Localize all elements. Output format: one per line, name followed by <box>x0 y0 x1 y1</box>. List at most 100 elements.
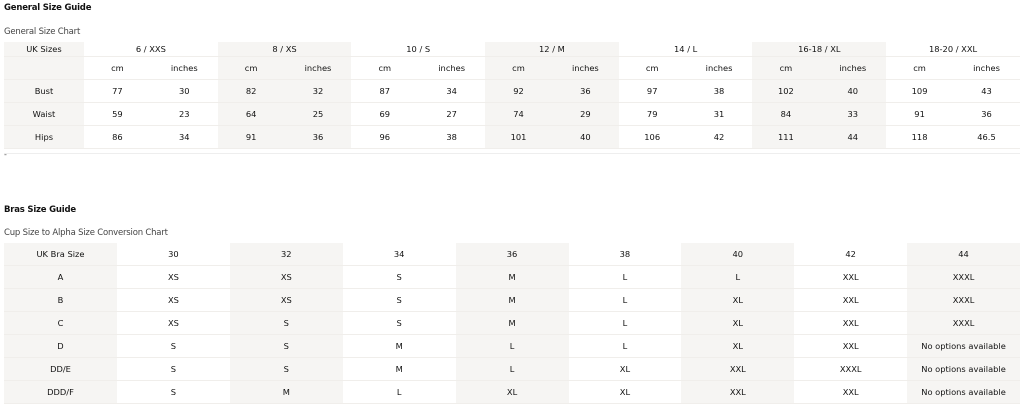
alpha-size-cell: S <box>342 288 456 312</box>
measurement-cell: 36 <box>284 125 352 149</box>
measurement-cell: 32 <box>284 79 352 103</box>
alpha-size-cell: L <box>455 334 569 358</box>
measurement-cell: 29 <box>551 102 619 126</box>
alpha-size-cell: XXXL <box>907 311 1020 335</box>
alpha-size-cell: XXL <box>681 380 795 404</box>
unit-inches: inches <box>150 56 218 80</box>
corner-label: UK Bra Size <box>4 243 117 266</box>
size-header: 14 / L <box>618 42 753 57</box>
alpha-size-cell: XL <box>568 380 682 404</box>
alpha-size-cell: XXXL <box>907 288 1020 312</box>
divider <box>4 153 1020 154</box>
table-row: C XS S S M L XL XXL XXXL <box>4 311 1020 335</box>
alpha-size-cell: XXL <box>681 357 795 381</box>
alpha-size-cell: XL <box>681 334 795 358</box>
label-cell <box>4 56 84 80</box>
measurement-cell: 31 <box>685 102 753 126</box>
unit-cm: cm <box>886 56 953 80</box>
band-size-header: 34 <box>342 243 456 266</box>
general-size-guide-heading: General Size Guide <box>4 3 92 13</box>
unit-inches: inches <box>284 56 352 80</box>
size-header: 16-18 / XL <box>752 42 887 57</box>
row-label: Waist <box>4 102 84 126</box>
alpha-size-cell: XL <box>681 311 795 335</box>
table-row: DDD/F S M L XL XL XXL XXL No options available <box>4 380 1020 404</box>
table-row: D S S M L L XL XXL No options available <box>4 334 1020 358</box>
measurement-cell: 102 <box>752 79 820 103</box>
measurement-cell: 101 <box>485 125 552 149</box>
alpha-size-cell: XL <box>568 357 682 381</box>
alpha-size-cell: M <box>342 334 456 358</box>
measurement-cell: 25 <box>284 102 352 126</box>
alpha-size-cell: L <box>342 380 456 404</box>
alpha-size-cell: XXL <box>794 265 908 289</box>
table-row: A XS XS S M L L XXL XXXL <box>4 265 1020 289</box>
alpha-size-cell: M <box>229 380 343 404</box>
cup-label: B <box>4 288 117 312</box>
alpha-size-cell: S <box>342 265 456 289</box>
band-size-header: 32 <box>229 243 343 266</box>
unit-inches: inches <box>685 56 753 80</box>
corner-label: UK Sizes <box>4 42 84 57</box>
unit-inches: inches <box>819 56 887 80</box>
measurement-cell: 87 <box>351 79 419 103</box>
alpha-size-cell: S <box>342 311 456 335</box>
measurement-cell: 64 <box>217 102 285 126</box>
alpha-size-cell: XXXL <box>907 265 1020 289</box>
measurement-cell: 36 <box>953 102 1020 126</box>
size-header: 8 / XS <box>217 42 352 57</box>
measurement-cell: 42 <box>685 125 753 149</box>
general-size-chart-caption: General Size Chart <box>4 27 81 37</box>
cup-label: A <box>4 265 117 289</box>
alpha-size-cell: S <box>117 334 230 358</box>
unit-inches: inches <box>953 56 1020 80</box>
measurement-cell: 59 <box>84 102 151 126</box>
cup-label: DDD/F <box>4 380 117 404</box>
measurement-cell: 69 <box>351 102 419 126</box>
measurement-cell: 43 <box>953 79 1020 103</box>
table-row: Bust 77 30 82 32 87 34 92 36 97 38 102 40 109 43 <box>4 79 1020 103</box>
alpha-size-cell: XS <box>229 265 343 289</box>
cup-label: D <box>4 334 117 358</box>
footnote-mark: - <box>4 150 7 159</box>
row-label: Bust <box>4 79 84 103</box>
alpha-size-cell: S <box>229 311 343 335</box>
measurement-cell: 46.5 <box>953 125 1020 149</box>
measurement-cell: 77 <box>84 79 151 103</box>
unit-cm: cm <box>618 56 686 80</box>
alpha-size-cell: XL <box>681 288 795 312</box>
measurement-cell: 23 <box>150 102 218 126</box>
alpha-size-cell: S <box>229 357 343 381</box>
measurement-cell: 74 <box>485 102 552 126</box>
bras-size-guide-heading: Bras Size Guide <box>4 205 76 215</box>
measurement-cell: 82 <box>217 79 285 103</box>
alpha-size-cell: L <box>568 288 682 312</box>
band-size-header: 30 <box>117 243 230 266</box>
unit-inches: inches <box>551 56 619 80</box>
alpha-size-cell: XXL <box>794 288 908 312</box>
header-row: UK Bra Size 30 32 34 36 38 40 42 44 <box>4 243 1020 266</box>
measurement-cell: 118 <box>886 125 953 149</box>
measurement-cell: 91 <box>886 102 953 126</box>
alpha-size-cell: XXL <box>794 380 908 404</box>
unit-cm: cm <box>752 56 820 80</box>
measurement-cell: 96 <box>351 125 419 149</box>
alpha-size-cell: L <box>681 265 795 289</box>
measurement-cell: 84 <box>752 102 820 126</box>
measurement-cell: 86 <box>84 125 151 149</box>
measurement-cell: 97 <box>618 79 686 103</box>
alpha-size-cell: XS <box>117 311 230 335</box>
row-label: Hips <box>4 125 84 149</box>
measurement-cell: 38 <box>418 125 486 149</box>
band-size-header: 36 <box>455 243 569 266</box>
measurement-cell: 36 <box>551 79 619 103</box>
alpha-size-cell: L <box>568 334 682 358</box>
size-header: 18-20 / XXL <box>886 42 1020 57</box>
alpha-size-cell: XXL <box>794 334 908 358</box>
measurement-cell: 30 <box>150 79 218 103</box>
alpha-size-cell: No options available <box>907 380 1020 404</box>
measurement-cell: 79 <box>618 102 686 126</box>
alpha-size-cell: XS <box>229 288 343 312</box>
